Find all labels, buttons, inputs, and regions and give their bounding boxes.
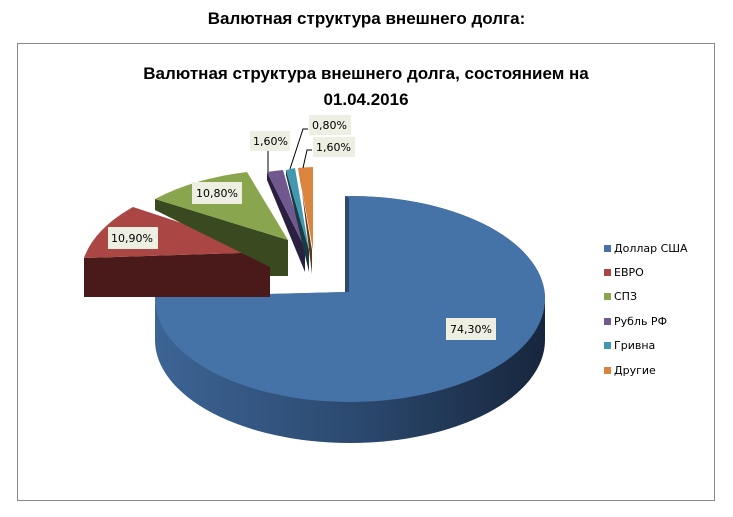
legend: Доллар США ЕВРО СПЗ Рубль РФ Гривна Друг… [604, 236, 688, 382]
svg-text:10,90%: 10,90% [111, 232, 153, 245]
page-title: Валютная структура внешнего долга: [207, 9, 526, 28]
legend-swatch-uah [604, 342, 611, 350]
data-label-other: 1,60% [313, 137, 355, 157]
legend-item-eur: ЕВРО [604, 260, 688, 284]
data-label-eur: 10,90% [108, 227, 158, 249]
chart-title-line2: 01.04.2016 [323, 90, 409, 109]
legend-swatch-usd [604, 244, 611, 252]
legend-swatch-rub [604, 317, 611, 325]
legend-item-sdr: СПЗ [604, 285, 688, 309]
svg-text:1,60%: 1,60% [253, 135, 288, 148]
slice-usd [154, 195, 546, 443]
legend-swatch-sdr [604, 293, 611, 301]
legend-item-rub: Рубль РФ [604, 309, 688, 333]
svg-text:74,30%: 74,30% [450, 323, 492, 336]
data-label-uah: 0,80% [309, 115, 351, 135]
chart-title: Валютная структура внешнего долга, состо… [18, 61, 714, 113]
legend-swatch-eur [604, 269, 611, 277]
leader-line-uah [289, 128, 308, 170]
legend-swatch-other [604, 366, 611, 374]
legend-item-uah: Гривна [604, 334, 688, 358]
svg-text:10,80%: 10,80% [196, 187, 238, 200]
slice-sdr [155, 172, 288, 276]
data-label-rub: 1,60% [250, 131, 290, 151]
slice-uah [286, 168, 309, 272]
slice-other [298, 167, 313, 274]
legend-item-other: Другие [604, 358, 688, 382]
legend-item-usd: Доллар США [604, 236, 688, 260]
chart-title-line1: Валютная структура внешнего долга, состо… [143, 64, 589, 83]
svg-text:0,80%: 0,80% [312, 119, 347, 132]
svg-text:1,60%: 1,60% [316, 141, 351, 154]
slice-rub [267, 170, 305, 272]
data-label-sdr: 10,80% [192, 182, 242, 204]
leader-line-other [302, 149, 312, 169]
data-label-usd: 74,30% [446, 318, 496, 340]
